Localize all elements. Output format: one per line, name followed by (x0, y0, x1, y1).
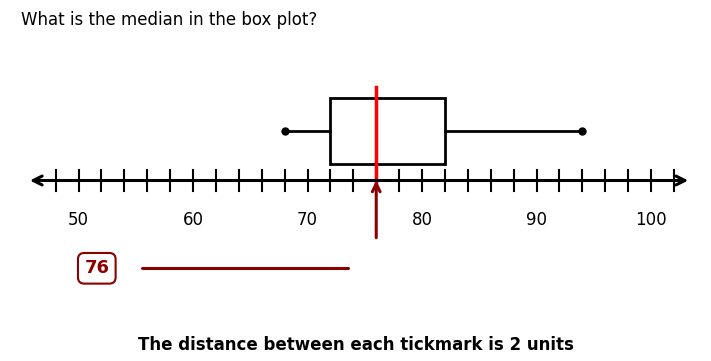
Text: 76: 76 (85, 259, 109, 277)
Text: 80: 80 (412, 211, 432, 229)
Text: 90: 90 (526, 211, 547, 229)
Bar (331, 98, 445, 164)
Text: What is the median in the box plot?: What is the median in the box plot? (21, 11, 318, 29)
Text: 50: 50 (68, 211, 89, 229)
Text: The distance between each tickmark is 2 units: The distance between each tickmark is 2 … (137, 336, 574, 354)
Text: 60: 60 (183, 211, 203, 229)
Text: 100: 100 (635, 211, 667, 229)
Text: 70: 70 (297, 211, 318, 229)
